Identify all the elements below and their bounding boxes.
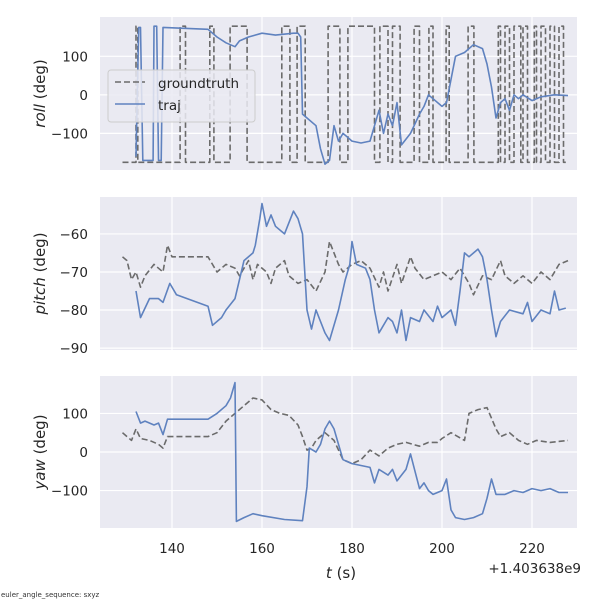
x-axis-offset-label: +1.403638e9 — [488, 561, 581, 577]
y-tick-label-roll: 0 — [79, 88, 88, 104]
footnote: euler_angle_sequence: sxyz — [1, 591, 100, 599]
y-tick-label-yaw: −100 — [51, 484, 88, 500]
x-tick-label: 220 — [519, 541, 545, 557]
legend: groundtruth traj — [107, 69, 256, 123]
y-axis-label-unit: (deg) — [31, 59, 49, 104]
x-axis-label-var: t — [326, 564, 333, 582]
series-groundtruth-roll — [122, 25, 566, 164]
y-tick-label-pitch: −70 — [60, 265, 89, 281]
series-groundtruth-yaw — [121, 397, 569, 465]
x-axis-label: t (s) — [326, 564, 356, 582]
y-tick-label-pitch: −80 — [60, 303, 89, 319]
y-axis-label-yaw: yaw (deg) — [31, 414, 49, 490]
series-traj-yaw — [135, 381, 568, 523]
plot-area-pitch — [100, 197, 577, 350]
x-tick-label: 160 — [249, 541, 275, 557]
series-traj-roll — [135, 25, 569, 165]
y-axis-label-var: yaw — [31, 458, 49, 490]
y-axis-label-roll: roll (deg) — [31, 59, 49, 127]
x-tick-label: 140 — [159, 541, 185, 557]
y-axis-label-unit: (deg) — [31, 414, 49, 459]
y-axis-label-var: roll — [31, 103, 49, 128]
y-tick-label-roll: 100 — [62, 49, 88, 65]
x-tick-label: 200 — [429, 541, 455, 557]
y-axis-label-unit: (deg) — [31, 232, 49, 277]
y-axis-label-var: pitch — [31, 277, 49, 315]
y-tick-label-yaw: 100 — [62, 406, 88, 422]
y-tick-label-pitch: −90 — [60, 341, 89, 357]
y-tick-label-yaw: 0 — [79, 445, 88, 461]
y-tick-label-roll: −100 — [51, 126, 88, 142]
series-groundtruth-pitch — [121, 240, 569, 296]
y-tick-label-pitch: −60 — [60, 227, 89, 243]
legend-traj-label: traj — [158, 98, 181, 114]
x-tick-label: 180 — [339, 541, 365, 557]
y-axis-label-pitch: pitch (deg) — [31, 232, 49, 315]
legend-box — [107, 69, 256, 123]
panel-pitch: −60 −70 −80 −90 pitch (deg) — [31, 197, 577, 357]
x-axis-label-unit: (s) — [332, 564, 356, 582]
legend-groundtruth-label: groundtruth — [158, 76, 239, 92]
series-traj-pitch — [135, 202, 567, 342]
